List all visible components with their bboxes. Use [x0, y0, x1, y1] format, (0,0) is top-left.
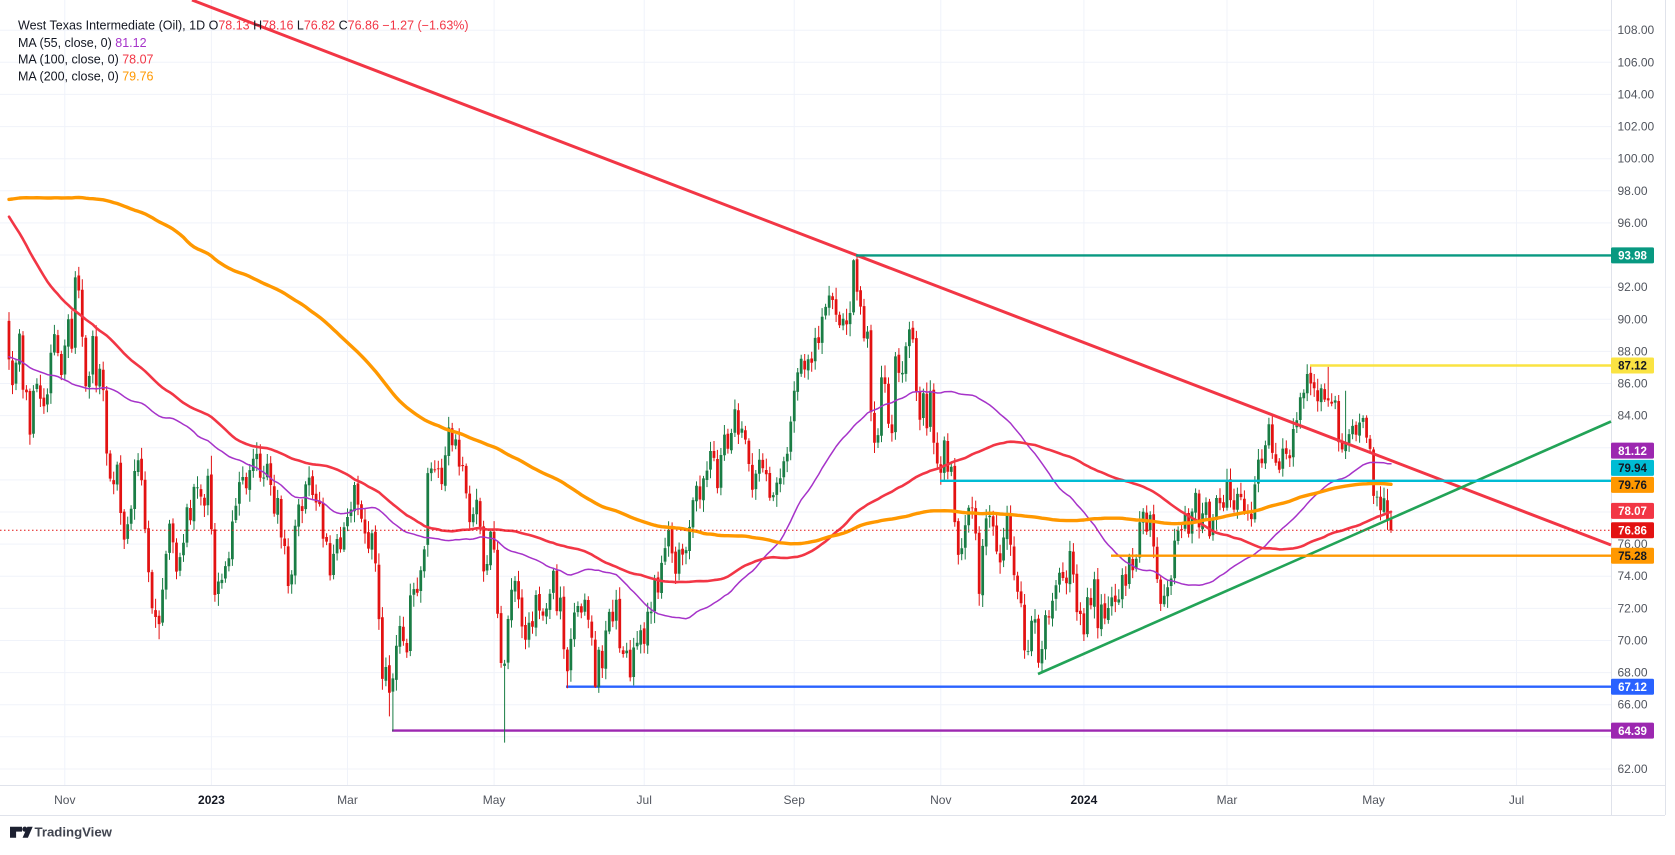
svg-text:90.00: 90.00 — [1618, 312, 1648, 326]
svg-text:102.00: 102.00 — [1618, 120, 1655, 134]
svg-text:76.00: 76.00 — [1618, 537, 1648, 551]
svg-text:70.00: 70.00 — [1618, 634, 1648, 648]
svg-text:Mar: Mar — [337, 793, 358, 807]
svg-text:75.28: 75.28 — [1618, 551, 1647, 563]
svg-text:MA (55, close, 0) 81.12: MA (55, close, 0) 81.12 — [18, 36, 147, 50]
svg-text:Jul: Jul — [1509, 793, 1524, 807]
svg-text:93.98: 93.98 — [1618, 251, 1647, 263]
svg-text:96.00: 96.00 — [1618, 216, 1648, 230]
svg-text:100.00: 100.00 — [1618, 152, 1655, 166]
svg-text:84.00: 84.00 — [1618, 409, 1648, 423]
svg-text:74.00: 74.00 — [1618, 569, 1648, 583]
svg-text:106.00: 106.00 — [1618, 55, 1655, 69]
svg-text:76.86: 76.86 — [1618, 526, 1647, 538]
svg-text:Jul: Jul — [637, 793, 652, 807]
svg-text:Mar: Mar — [1217, 793, 1238, 807]
svg-text:Nov: Nov — [54, 793, 75, 807]
svg-text:66.00: 66.00 — [1618, 698, 1648, 712]
svg-text:Sep: Sep — [784, 793, 806, 807]
svg-text:79.76: 79.76 — [1618, 480, 1647, 492]
svg-text:86.00: 86.00 — [1618, 377, 1648, 391]
svg-text:West Texas Intermediate (Oil),: West Texas Intermediate (Oil), 1D O78.13… — [18, 19, 469, 33]
svg-text:72.00: 72.00 — [1618, 601, 1648, 615]
svg-text:May: May — [483, 793, 506, 807]
svg-text:79.94: 79.94 — [1618, 463, 1647, 475]
svg-text:78.07: 78.07 — [1618, 506, 1647, 518]
svg-text:MA (200, close, 0) 79.76: MA (200, close, 0) 79.76 — [18, 69, 154, 83]
svg-text:67.12: 67.12 — [1618, 682, 1647, 694]
svg-text:88.00: 88.00 — [1618, 344, 1648, 358]
svg-text:May: May — [1362, 793, 1385, 807]
svg-text:TradingView: TradingView — [35, 824, 113, 839]
svg-text:Nov: Nov — [930, 793, 951, 807]
svg-text:92.00: 92.00 — [1618, 280, 1648, 294]
svg-text:87.12: 87.12 — [1618, 361, 1647, 373]
svg-text:81.12: 81.12 — [1618, 446, 1647, 458]
svg-text:104.00: 104.00 — [1618, 87, 1655, 101]
svg-text:98.00: 98.00 — [1618, 184, 1648, 198]
svg-text:62.00: 62.00 — [1618, 762, 1648, 776]
svg-text:108.00: 108.00 — [1618, 23, 1655, 37]
svg-text:MA (100, close, 0) 78.07: MA (100, close, 0) 78.07 — [18, 53, 154, 67]
svg-text:64.39: 64.39 — [1618, 726, 1647, 738]
svg-text:2024: 2024 — [1071, 793, 1098, 807]
svg-text:2023: 2023 — [198, 793, 225, 807]
svg-text:68.00: 68.00 — [1618, 666, 1648, 680]
